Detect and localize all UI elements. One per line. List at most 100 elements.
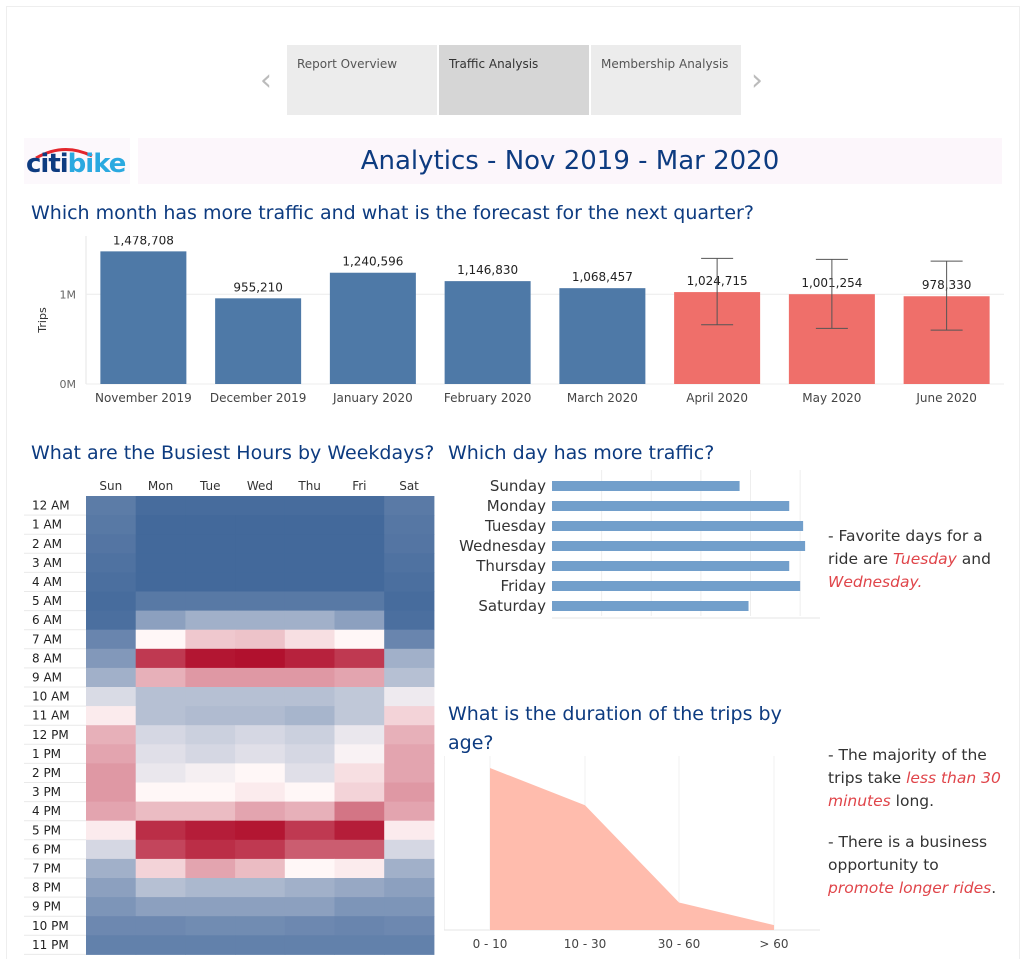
heatmap-row-label: 5 AM (32, 594, 62, 608)
bar (559, 288, 646, 384)
heatmap-cell (334, 515, 385, 535)
heatmap-cell (185, 591, 236, 612)
heatmap-cell (334, 820, 385, 841)
heatmap-row-label: 7 AM (32, 632, 62, 646)
heatmap-cell (334, 534, 385, 554)
x-tick-label: May 2020 (802, 391, 861, 405)
heatmap-row-label: 8 AM (32, 651, 62, 665)
heatmap-cell (235, 801, 286, 822)
heatmap-column-label: Sun (99, 479, 122, 493)
heatmap-cell (185, 878, 236, 898)
heatmap-cell (284, 878, 335, 898)
heatmap-cell (384, 610, 435, 631)
heatmap-cell (235, 820, 286, 841)
heatmap-cell (185, 801, 236, 822)
heatmap-cell (86, 725, 137, 745)
hours-heatmap: Sun Mon Tue Wed Thu Fri Sat 12 AM 1 AM 2 AM 3 AM 4 … (24, 479, 435, 955)
heatmap-cell (235, 935, 286, 955)
x-tick-label: June 2020 (915, 391, 977, 405)
bar-value-label: 1,146,830 (457, 263, 518, 277)
heatmap-cell (185, 916, 236, 936)
heatmap-cell (135, 610, 186, 631)
heatmap-cell (334, 629, 385, 650)
heatmap-cell (185, 858, 236, 879)
heatmap-row-label: 2 PM (32, 766, 61, 780)
x-tick-label: February 2020 (444, 391, 532, 405)
heatmap-cell (235, 496, 286, 516)
heatmap-cell (384, 839, 435, 860)
heatmap-cell (384, 820, 435, 841)
heatmap-column-label: Tue (199, 479, 221, 493)
heatmap-cell (135, 839, 186, 860)
heatmap-cell (334, 935, 385, 955)
heatmap-cell (334, 725, 385, 745)
heatmap-row-label: 11 AM (32, 709, 70, 723)
heatmap-cell (284, 801, 335, 822)
heatmap-cell (135, 801, 186, 822)
dashboard-frame (6, 6, 1020, 959)
heatmap-cell (384, 629, 435, 650)
heatmap-column-label: Fri (352, 479, 366, 493)
heatmap-cell (135, 916, 186, 936)
day-label: Wednesday (459, 537, 546, 555)
heatmap-cell (235, 763, 286, 783)
chevron-right-icon[interactable]: › (751, 63, 763, 98)
day-bar (552, 521, 804, 531)
tab-membership-analysis[interactable]: Membership Analysis (591, 45, 741, 115)
heatmap-cell (235, 553, 286, 573)
heatmap-row-label: 9 PM (32, 900, 61, 914)
heatmap-cell (284, 515, 335, 535)
y-tick-label: 0M (60, 378, 77, 391)
heatmap-cell (284, 916, 335, 936)
heatmap-cell (284, 763, 335, 783)
logo-box: citibike (24, 138, 130, 184)
heatmap-cell (384, 725, 435, 745)
heatmap-cell (235, 782, 286, 803)
bar (215, 298, 302, 384)
heatmap-cell (185, 667, 236, 688)
heatmap-cell (185, 572, 236, 592)
days-chart: Sunday Monday Tuesday Wednesday Thursday Frid… (459, 470, 820, 619)
tab-report-overview[interactable]: Report Overview (287, 45, 437, 115)
duration-note-1: - The majority of the trips take less th… (828, 746, 1001, 810)
heatmap-cell (185, 782, 236, 803)
x-tick-label: 10 - 30 (564, 937, 607, 951)
heatmap-cell (135, 744, 186, 764)
heatmap-cell (334, 916, 385, 936)
heatmap-row-label: 4 AM (32, 575, 62, 589)
heatmap-cell (135, 496, 186, 516)
heatmap-cell (284, 725, 335, 745)
heatmap-row-label: 3 PM (32, 785, 61, 799)
heatmap-cell (135, 878, 186, 898)
heatmap-row-label: 6 AM (32, 613, 62, 627)
heatmap-row-label: 9 AM (32, 670, 62, 684)
heatmap-cell (86, 782, 137, 803)
bar-value-label: 1,240,596 (342, 255, 403, 269)
heatmap-cell (86, 553, 137, 573)
heatmap-cell (384, 897, 435, 917)
heatmap-row-label: 1 AM (32, 518, 62, 532)
heatmap-cell (334, 496, 385, 516)
heatmap-cell (384, 591, 435, 612)
heatmap-cell (86, 667, 137, 688)
heatmap-cell (284, 496, 335, 516)
chevron-left-icon[interactable]: ‹ (260, 63, 272, 98)
heatmap-cell (185, 897, 236, 917)
tab-traffic-analysis[interactable]: Traffic Analysis (439, 45, 589, 115)
heatmap-cell (86, 591, 137, 612)
heatmap-cell (86, 744, 137, 764)
day-label: Friday (501, 577, 547, 595)
heatmap-cell (284, 687, 335, 707)
heatmap-cell (235, 839, 286, 860)
heatmap-cell (135, 591, 186, 612)
heatmap-cell (235, 610, 286, 631)
heatmap-cell (86, 916, 137, 936)
heatmap-cell (235, 515, 286, 535)
day-bar (552, 581, 801, 591)
y-tick-label: 1M (60, 288, 77, 301)
heatmap-cell (86, 629, 137, 650)
heatmap-cell (235, 858, 286, 879)
heatmap-cell (284, 534, 335, 554)
heatmap-cell (86, 858, 137, 879)
x-tick-label: January 2020 (332, 391, 413, 405)
